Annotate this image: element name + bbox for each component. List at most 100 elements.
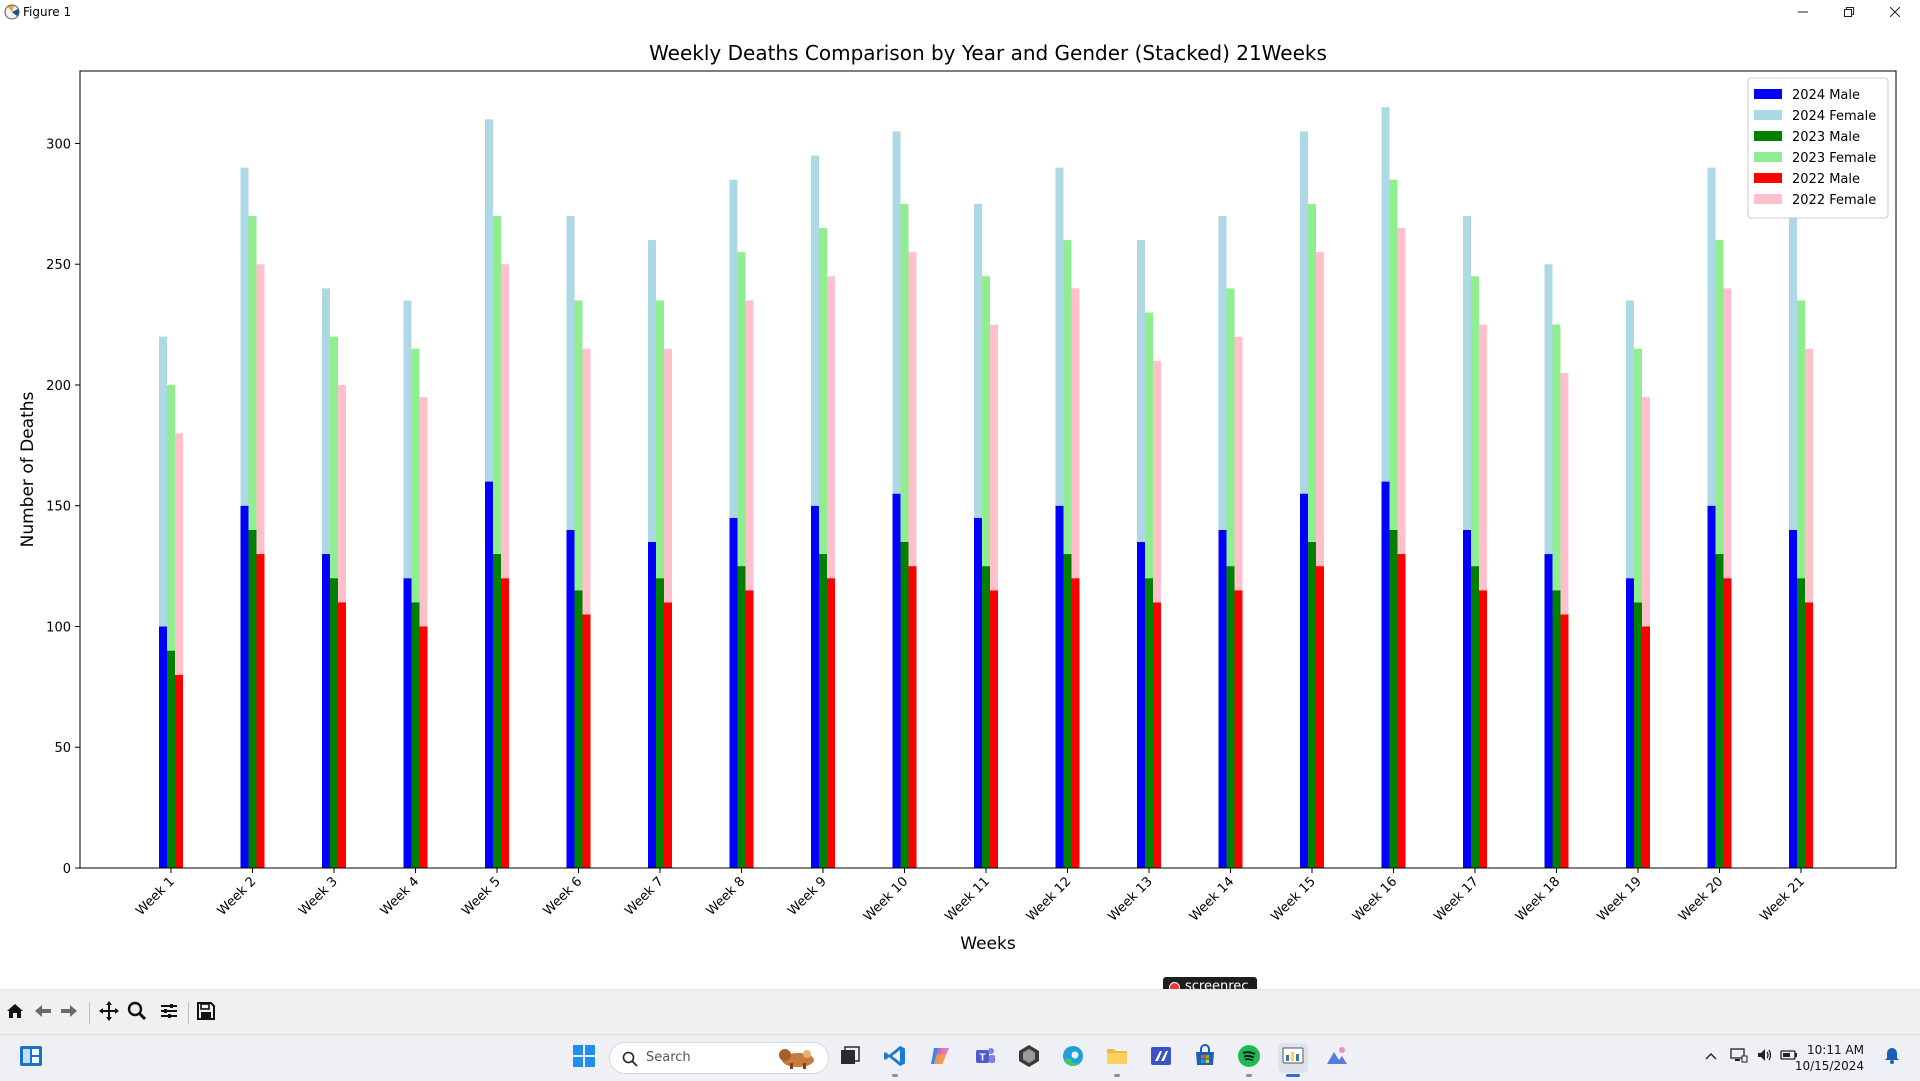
clock-time: 10:11 AM: [1807, 1043, 1864, 1057]
network-icon: [1730, 1046, 1748, 1068]
toolbar-separator: [89, 1002, 90, 1024]
x-tick-label: Week 16: [1350, 874, 1400, 924]
legend-box: [1747, 77, 1889, 219]
bar-2024-male: [485, 481, 493, 868]
close-button[interactable]: [1872, 0, 1918, 24]
bar-2024-female: [566, 215, 575, 530]
legend-swatch: [1754, 110, 1782, 120]
x-tick-label: Week 12: [1024, 874, 1074, 924]
legend-swatch: [1754, 131, 1782, 141]
tray-volume-button[interactable]: [1756, 1048, 1774, 1066]
bar-2023-female: [1063, 240, 1072, 555]
taskbar-visual-studio[interactable]: [1146, 1043, 1176, 1073]
taskbar-photos[interactable]: [1322, 1043, 1352, 1073]
volume-icon: [1756, 1046, 1774, 1068]
bar-2023-male: [1308, 541, 1316, 868]
bar-2023-female: [1715, 240, 1724, 555]
chevron-up-icon: [1705, 1048, 1717, 1067]
x-tick-label: Week 8: [704, 874, 749, 919]
back-icon: [33, 1001, 53, 1025]
x-tick-label: Week 20: [1676, 874, 1726, 924]
legend-label: 2023 Female: [1792, 151, 1876, 166]
bar-2024-male: [1544, 554, 1553, 868]
bar-2022-female: [1316, 252, 1324, 567]
matplotlib-icon: [4, 4, 20, 20]
taskbar-teams[interactable]: T: [970, 1043, 1000, 1073]
tray-battery-button[interactable]: [1780, 1048, 1798, 1066]
y-axis-label: Number of Deaths: [18, 391, 38, 547]
notifications-button[interactable]: [1883, 1048, 1901, 1066]
taskbar-vscode[interactable]: [880, 1043, 910, 1077]
x-tick-label: Week 14: [1187, 874, 1237, 924]
y-tick-label: 0: [63, 862, 71, 877]
x-tick-label: Week 10: [861, 874, 911, 924]
bar-2022-female: [908, 252, 917, 567]
bar-2022-female: [1153, 360, 1161, 603]
bar-2023-female: [737, 252, 746, 567]
bar-2023-female: [1308, 203, 1316, 542]
taskbar-unity[interactable]: [1014, 1043, 1044, 1073]
bar-2022-female: [256, 264, 265, 555]
bar-2023-female: [982, 276, 990, 567]
taskbar-python-figure[interactable]: [1278, 1043, 1308, 1077]
back-button[interactable]: [32, 1002, 54, 1024]
bar-2022-male: [1316, 566, 1324, 868]
zoom-button[interactable]: [126, 1001, 148, 1024]
taskbar-store[interactable]: [1190, 1043, 1220, 1073]
widgets-button[interactable]: [16, 1043, 46, 1073]
forward-button[interactable]: [58, 1002, 80, 1024]
pan-button[interactable]: [98, 1000, 120, 1026]
bar-2024-female: [485, 119, 493, 482]
taskbar-edge[interactable]: [1058, 1043, 1088, 1073]
chart-svg: Weekly Deaths Comparison by Year and Gen…: [18, 41, 1897, 954]
taskbar-search-box[interactable]: Search: [609, 1042, 829, 1074]
tray-network-button[interactable]: [1730, 1048, 1748, 1066]
bar-2024-male: [1707, 505, 1716, 868]
legend-label: 2022 Male: [1792, 172, 1860, 187]
bar-2024-female: [403, 300, 412, 579]
clock-date: 10/15/2024: [1794, 1059, 1864, 1073]
bar-2022-female: [1560, 372, 1569, 615]
figure-canvas[interactable]: Weekly Deaths Comparison by Year and Gen…: [0, 24, 1920, 997]
legend-swatch: [1754, 152, 1782, 162]
bar-2024-female: [811, 155, 819, 506]
svg-text:T: T: [979, 1053, 985, 1064]
start-button[interactable]: [569, 1043, 599, 1073]
bar-2024-female: [1381, 107, 1390, 482]
bar-2024-male: [648, 541, 656, 868]
x-tick-label: Week 21: [1757, 874, 1807, 924]
edge-icon: [1061, 1044, 1085, 1072]
legend-label: 2024 Male: [1792, 88, 1860, 103]
bar-2023-male: [1797, 578, 1805, 868]
save-button[interactable]: [195, 1002, 217, 1024]
configure-button[interactable]: [158, 1002, 180, 1024]
x-tick-label: Week 18: [1513, 874, 1563, 924]
folder-icon: [1105, 1044, 1129, 1072]
bar-2022-male: [1479, 590, 1487, 868]
minimize-button[interactable]: [1780, 0, 1826, 24]
taskbar-copilot[interactable]: [925, 1043, 955, 1073]
taskbar-clock[interactable]: 10:11 AM 10/15/2024: [1795, 1042, 1864, 1074]
bar-2022-female: [664, 348, 672, 603]
legend-label: 2022 Female: [1792, 193, 1876, 208]
taskbar-file-explorer[interactable]: [1102, 1043, 1132, 1077]
restore-button[interactable]: [1826, 0, 1872, 24]
bar-2024-male: [322, 554, 330, 868]
bar-2022-male: [664, 602, 672, 868]
home-button[interactable]: [4, 1002, 26, 1024]
taskbar-spotify[interactable]: [1234, 1043, 1264, 1077]
bar-2024-female: [1626, 300, 1634, 579]
bar-2024-male: [566, 529, 575, 868]
bar-2024-female: [159, 336, 167, 627]
unity-icon: [1017, 1044, 1041, 1072]
bar-2023-male: [1471, 566, 1479, 868]
active-indicator: [1286, 1074, 1300, 1077]
bar-2023-male: [1145, 578, 1153, 868]
bar-2023-male: [1063, 554, 1072, 868]
pan-icon: [98, 1000, 120, 1026]
bar-2023-female: [411, 348, 420, 603]
tray-overflow-button[interactable]: [1702, 1048, 1720, 1066]
taskbar-task-view[interactable]: [835, 1043, 865, 1073]
bar-2023-male: [330, 578, 338, 868]
x-tick-label: Week 6: [541, 874, 586, 919]
